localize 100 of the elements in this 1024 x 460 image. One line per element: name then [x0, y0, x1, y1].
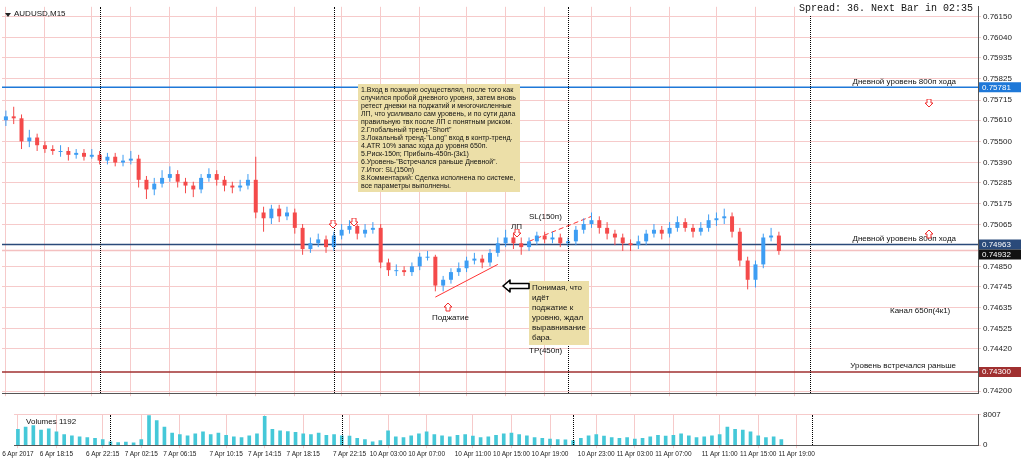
bar	[548, 438, 552, 446]
bar	[139, 439, 144, 446]
bar	[62, 434, 67, 446]
candlestick	[776, 231, 781, 256]
y-tick-label: 0.76150	[983, 11, 1013, 21]
candlestick	[402, 265, 407, 277]
candlestick	[300, 223, 305, 256]
chart-title: Volumes 1192	[26, 416, 77, 427]
y-tick-label: 0.74300	[982, 367, 1012, 377]
bar	[232, 436, 236, 446]
annotation: ЛП	[511, 222, 522, 232]
bar	[370, 441, 375, 446]
candlestick	[394, 263, 399, 277]
bar	[247, 435, 252, 446]
ref-line-label: Уровень встречался раньше	[850, 361, 957, 371]
bar	[486, 436, 491, 446]
candlestick	[284, 206, 289, 221]
bar	[625, 437, 629, 446]
bar	[93, 438, 97, 446]
bar	[16, 428, 20, 446]
bar	[594, 434, 599, 446]
candlestick	[370, 221, 375, 235]
bar	[170, 432, 174, 446]
y-tick-label: 0.74200	[983, 386, 1013, 396]
bar	[201, 431, 205, 446]
annotation: TP(450п)	[529, 346, 563, 356]
candlestick	[488, 248, 492, 267]
y-tick-label: 0.74635	[983, 302, 1013, 312]
candlestick	[136, 154, 141, 188]
bar	[355, 438, 360, 446]
bar	[633, 438, 637, 446]
bar	[46, 428, 51, 446]
y-tick-label: 0.75285	[983, 177, 1013, 187]
candlestick	[527, 236, 532, 252]
bar	[571, 440, 575, 446]
bar	[70, 435, 74, 446]
bar	[332, 434, 336, 446]
bar	[309, 434, 313, 446]
bar	[679, 433, 683, 446]
bar	[555, 439, 560, 446]
candlestick	[292, 208, 297, 235]
candlestick	[160, 169, 165, 188]
bar	[154, 420, 159, 446]
candlestick	[363, 223, 368, 238]
y-tick-label: 0.75065	[983, 220, 1013, 230]
bar	[686, 435, 691, 446]
annotation: Поджатие	[432, 313, 469, 323]
y-tick-label: 0.75935	[983, 52, 1013, 62]
candlestick	[238, 179, 243, 192]
y-tick-label: 0	[983, 440, 988, 450]
bar	[656, 435, 660, 446]
annotation: Понимая, что идёт поджатие к уровню, ждал выравнивание бара.	[529, 281, 589, 345]
bar	[100, 439, 105, 446]
candlestick	[651, 223, 656, 238]
bar	[540, 438, 545, 446]
candlestick	[206, 167, 211, 183]
bar	[278, 430, 282, 446]
candlestick	[573, 225, 578, 246]
candlestick	[448, 267, 453, 285]
candlestick	[3, 110, 8, 127]
bar	[517, 434, 521, 446]
y-tick-label: 0.75390	[983, 157, 1013, 167]
bar	[756, 435, 761, 446]
bar	[417, 433, 421, 446]
bar	[409, 435, 414, 446]
bar	[339, 435, 344, 446]
y-tick-label: 0.75610	[983, 115, 1013, 125]
bar	[501, 433, 506, 446]
bar	[525, 435, 529, 446]
candlestick	[605, 221, 610, 240]
y-tick-label: 8007	[983, 410, 1002, 419]
annotation: Канал 650п(4к1)	[890, 306, 951, 316]
y-tick-label: 0.74932	[982, 249, 1012, 259]
bar	[208, 434, 213, 446]
candlestick	[81, 148, 86, 162]
bar	[463, 434, 468, 446]
candlestick	[745, 256, 750, 290]
bar	[178, 434, 182, 446]
candlestick	[167, 165, 172, 183]
bar	[386, 430, 390, 446]
candlestick	[269, 204, 274, 225]
bar	[301, 433, 306, 446]
candlestick	[121, 154, 126, 167]
candlestick	[245, 173, 250, 190]
bar	[494, 435, 498, 446]
candlestick	[495, 236, 500, 258]
bar	[85, 437, 90, 446]
bar	[710, 435, 714, 446]
candlestick	[199, 173, 204, 194]
candlestick	[425, 250, 430, 262]
y-tick-label: 0.74525	[983, 324, 1013, 333]
candlestick	[19, 113, 24, 150]
candlestick	[144, 175, 149, 200]
candlestick	[730, 212, 735, 238]
y-tick-label: 0.75715	[983, 95, 1013, 105]
annotation: Spread: 36. Next Bar in 02:35	[796, 3, 975, 15]
bar	[740, 429, 745, 446]
chart-title: AUDUSD,M15	[14, 8, 66, 19]
bar	[224, 435, 228, 446]
candlestick	[753, 260, 758, 288]
